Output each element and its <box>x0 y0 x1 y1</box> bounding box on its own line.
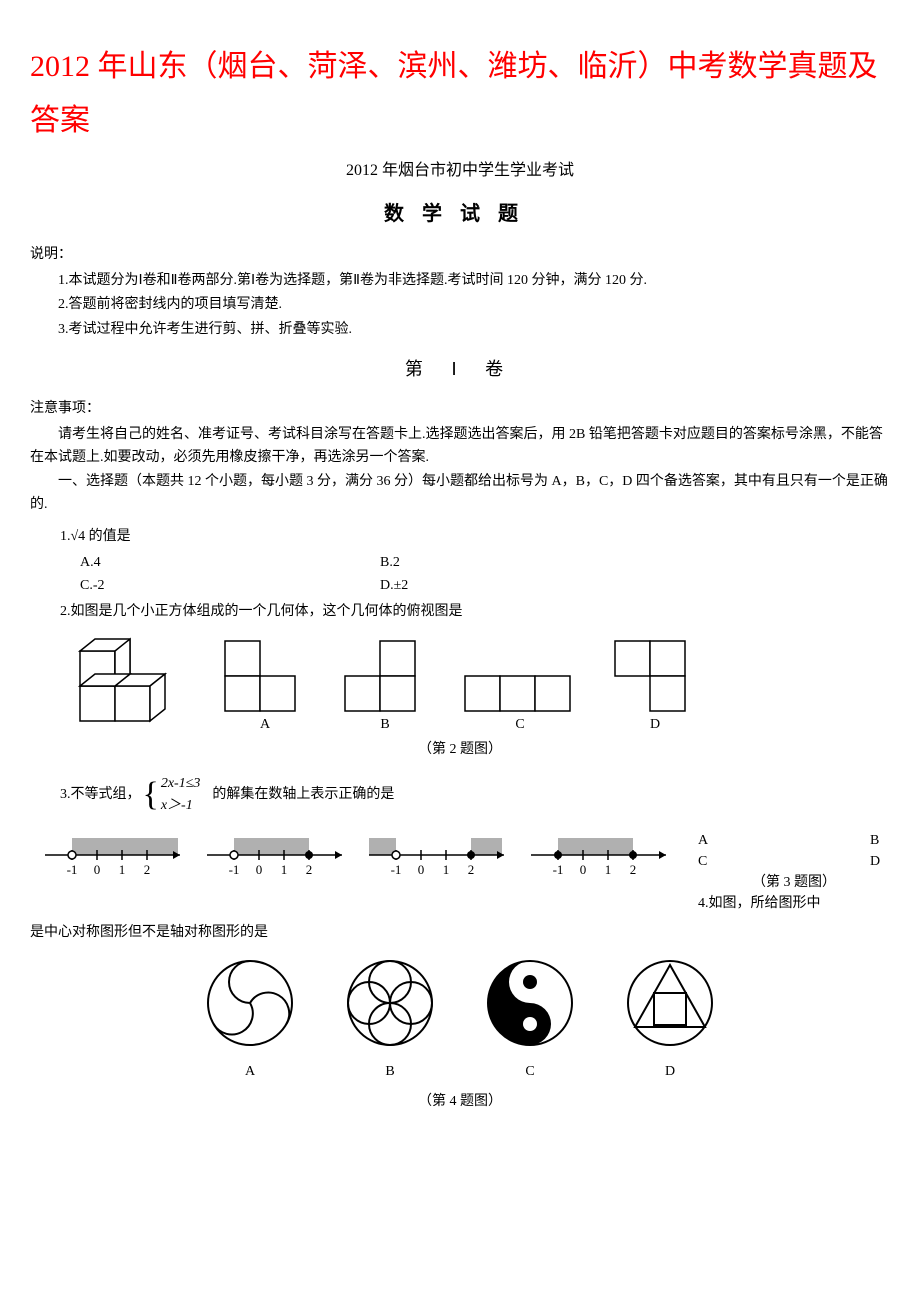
q1-opt-c: C.-2 <box>80 575 380 597</box>
q2-label-a: A <box>260 717 271 731</box>
q4-fig-d <box>620 953 720 1053</box>
q4-lead: 4.如图，所给图形中 <box>698 893 890 914</box>
svg-text:0: 0 <box>94 862 101 877</box>
q3-stem-suffix: 的解集在数轴上表示正确的是 <box>212 784 394 806</box>
subtitle: 2012 年烟台市初中学生学业考试 <box>30 158 890 184</box>
svg-text:1: 1 <box>119 862 126 877</box>
q3-line-d: -1 0 1 2 <box>526 830 676 885</box>
q1-opt-d: D.±2 <box>380 575 680 597</box>
q3-caption: （第 3 题图） <box>698 872 890 893</box>
notice-1: 请考生将自己的姓名、准考证号、考试科目涂写在答题卡上.选择题选出答案后，用 2B… <box>30 424 890 469</box>
q2-opt-b-fig: B <box>340 636 430 731</box>
notice-2: 一、选择题（本题共 12 个小题，每小题 3 分，满分 36 分）每小题都给出标… <box>30 471 890 516</box>
q2-label-d: D <box>650 717 660 731</box>
q3-sys-2: x＞-1 <box>161 795 201 817</box>
instruction-1: 1.本试题分为Ⅰ卷和Ⅱ卷两部分.第Ⅰ卷为选择题，第Ⅱ卷为非选择题.考试时间 12… <box>30 270 890 292</box>
q2-solid-icon <box>70 631 190 731</box>
svg-text:0: 0 <box>580 862 587 877</box>
exam-title: 数学试题 <box>30 198 890 230</box>
svg-text:-1: -1 <box>553 862 564 877</box>
q4-label-c: C <box>480 1061 580 1083</box>
q2-opt-c-fig: C <box>460 636 580 731</box>
q4-cont: 是中心对称图形但不是轴对称图形的是 <box>30 922 890 944</box>
instructions-label: 说明： <box>30 244 890 266</box>
q4-fig-b <box>340 953 440 1053</box>
svg-text:0: 0 <box>418 862 425 877</box>
svg-text:2: 2 <box>306 862 313 877</box>
part-title: 第 Ⅰ 卷 <box>30 355 890 384</box>
q2-stem: 2.如图是几个小正方体组成的一个几何体，这个几何体的俯视图是 <box>60 601 890 623</box>
svg-text:1: 1 <box>605 862 612 877</box>
svg-text:2: 2 <box>630 862 637 877</box>
q4-label-d: D <box>620 1061 720 1083</box>
q3-line-a: -1 0 1 2 <box>40 830 190 885</box>
q3-line-c: -1 0 1 2 <box>364 830 514 885</box>
svg-text:-1: -1 <box>229 862 240 877</box>
q3-side-c: C <box>698 851 870 872</box>
main-title: 2012 年山东（烟台、菏泽、滨州、潍坊、临沂）中考数学真题及答案 <box>30 40 890 148</box>
q2-caption: （第 2 题图） <box>30 739 890 761</box>
instruction-3: 3.考试过程中允许考生进行剪、拼、折叠等实验. <box>30 319 890 341</box>
svg-text:2: 2 <box>468 862 475 877</box>
q3-side-a: A <box>698 830 870 851</box>
q4-fig-c <box>480 953 580 1053</box>
q3-side-d: D <box>870 851 890 872</box>
q1-opt-b: B.2 <box>380 552 680 574</box>
q1-opt-a: A.4 <box>80 552 380 574</box>
q4-label-b: B <box>340 1061 440 1083</box>
q2-label-b: B <box>380 717 389 731</box>
q4-fig-a <box>200 953 300 1053</box>
svg-text:1: 1 <box>443 862 450 877</box>
instruction-2: 2.答题前将密封线内的项目填写清楚. <box>30 294 890 316</box>
svg-text:2: 2 <box>144 862 151 877</box>
q2-opt-a-fig: A <box>220 636 310 731</box>
q3-line-b: -1 0 1 2 <box>202 830 352 885</box>
q3-side-b: B <box>870 830 890 851</box>
svg-text:-1: -1 <box>391 862 402 877</box>
svg-text:1: 1 <box>281 862 288 877</box>
svg-text:0: 0 <box>256 862 263 877</box>
q2-label-c: C <box>515 717 524 731</box>
q4-caption: （第 4 题图） <box>30 1091 890 1113</box>
q1-stem: 1.√4 的值是 <box>60 526 890 548</box>
notice-label: 注意事项： <box>30 398 890 420</box>
q3-stem-prefix: 3.不等式组， <box>60 784 141 806</box>
svg-text:-1: -1 <box>67 862 78 877</box>
q2-opt-d-fig: D <box>610 636 700 731</box>
q3-sys-1: 2x-1≤3 <box>161 773 201 795</box>
q4-label-a: A <box>200 1061 300 1083</box>
